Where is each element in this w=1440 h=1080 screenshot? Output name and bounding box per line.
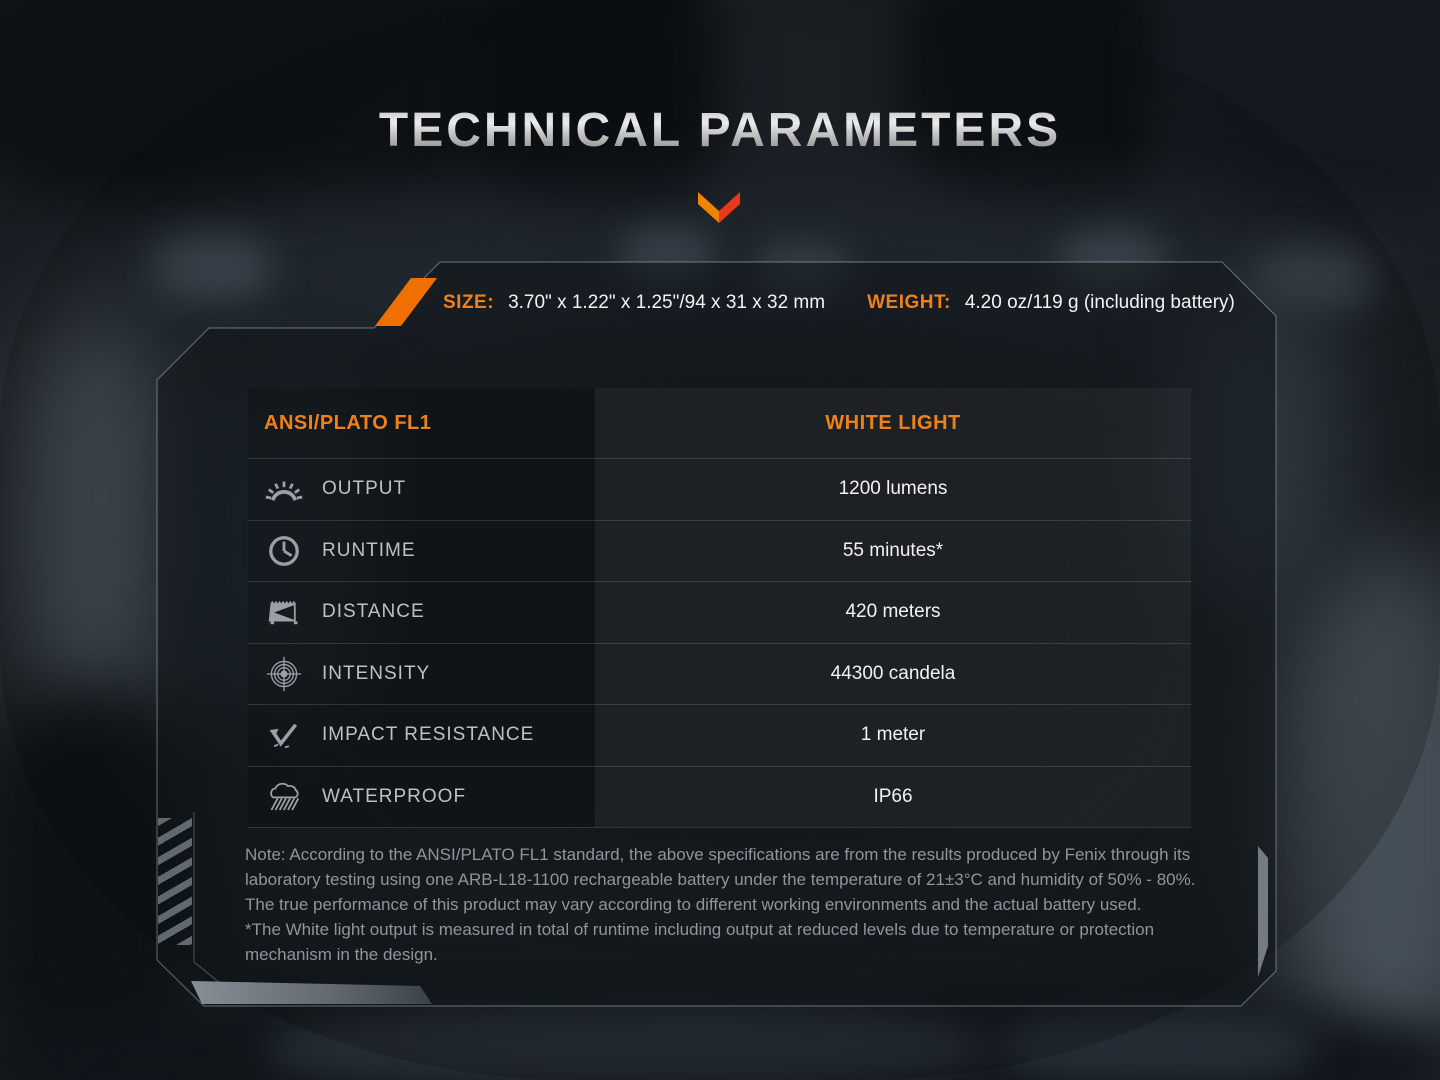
row-value: 44300 candela	[830, 662, 956, 684]
left-column-shade	[248, 388, 595, 827]
row-label: OUTPUT	[322, 478, 407, 500]
row-label: WATERPROOF	[322, 785, 467, 807]
white-light-header: WHITE LIGHT	[825, 411, 961, 434]
table-row: WATERPROOF IP66	[248, 765, 1191, 828]
white-light-column-shade	[595, 388, 1191, 827]
size-label: SIZE:	[443, 292, 495, 313]
row-value: IP66	[873, 785, 913, 807]
row-value: 1200 lumens	[838, 478, 948, 500]
weight-label: WEIGHT:	[867, 292, 951, 313]
size-weight-bar: SIZE: 3.70" x 1.22" x 1.25"/94 x 31 x 32…	[443, 292, 1235, 314]
row-label: DISTANCE	[322, 601, 425, 623]
table-row: RUNTIME 55 minutes*	[248, 519, 1191, 582]
row-value: 55 minutes*	[842, 539, 944, 561]
size-value: 3.70" x 1.22" x 1.25"/94 x 31 x 32 mm	[508, 292, 826, 313]
page-title: TECHNICAL PARAMETERS	[0, 103, 1440, 158]
weight-value: 4.20 oz/119 g (including battery)	[964, 292, 1235, 313]
sunrise-output-icon	[264, 474, 304, 504]
row-label: INTENSITY	[322, 662, 431, 684]
hazard-stripes-decoration	[158, 818, 192, 945]
standard-header: ANSI/PLATO FL1	[264, 411, 432, 434]
impact-check-icon	[264, 720, 304, 751]
clock-icon	[264, 534, 304, 568]
row-label: RUNTIME	[322, 539, 416, 561]
footnote-paragraph: Note: According to the ANSI/PLATO FL1 st…	[245, 845, 1196, 914]
spec-table: ANSI/PLATO FL1 WHITE LIGHT	[248, 388, 1191, 828]
beam-distance-icon	[264, 597, 304, 628]
target-intensity-icon	[264, 656, 304, 692]
footnote-paragraph: *The White light output is measured in t…	[245, 920, 1155, 964]
table-row: OUTPUT 1200 lumens	[248, 458, 1191, 520]
row-label: IMPACT RESISTANCE	[322, 724, 535, 746]
table-header-row: ANSI/PLATO FL1 WHITE LIGHT	[248, 388, 1191, 458]
table-row: DISTANCE 420 meters	[248, 581, 1191, 643]
table-row: INTENSITY 44300 candela	[248, 642, 1191, 705]
row-value: 1 meter	[860, 724, 926, 746]
footnote: Note: According to the ANSI/PLATO FL1 st…	[245, 842, 1197, 967]
table-row: IMPACT RESISTANCE 1 meter	[248, 704, 1191, 766]
rain-cloud-icon	[264, 780, 304, 813]
row-value: 420 meters	[845, 601, 941, 623]
